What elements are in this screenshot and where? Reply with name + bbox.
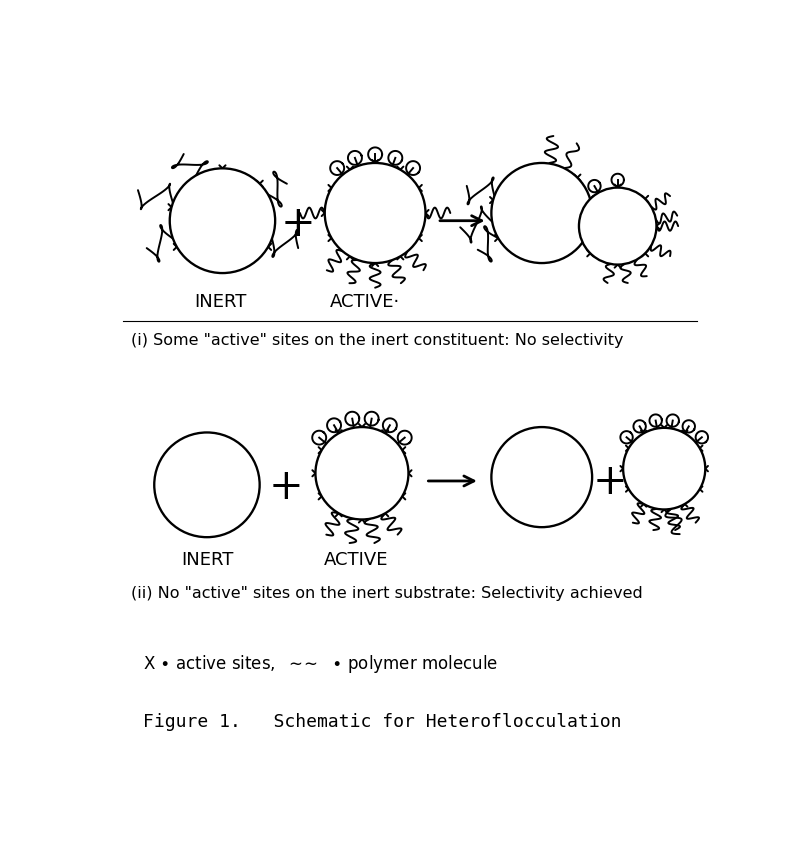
Circle shape	[154, 433, 260, 538]
Circle shape	[579, 188, 657, 265]
Circle shape	[491, 428, 592, 527]
Text: ACTIVE: ACTIVE	[323, 550, 388, 568]
Text: (ii) No "active" sites on the inert substrate: Selectivity achieved: (ii) No "active" sites on the inert subs…	[131, 585, 642, 600]
Text: +: +	[593, 460, 627, 503]
Text: Figure 1.   Schematic for Heteroflocculation: Figure 1. Schematic for Heteroflocculati…	[142, 712, 621, 730]
Text: ACTIVE·: ACTIVE·	[330, 293, 400, 311]
Text: +: +	[280, 203, 315, 245]
Text: +: +	[269, 466, 303, 508]
Circle shape	[170, 170, 275, 273]
Circle shape	[623, 429, 706, 509]
Text: INERT: INERT	[194, 293, 246, 311]
Circle shape	[315, 428, 409, 520]
Circle shape	[491, 164, 592, 264]
Circle shape	[325, 164, 426, 264]
Text: (i) Some "active" sites on the inert constituent: No selectivity: (i) Some "active" sites on the inert con…	[131, 333, 623, 348]
Text: X $\bullet$ active sites,  $\sim\!\!\sim$  $\bullet$ polymer molecule: X $\bullet$ active sites, $\sim\!\!\sim$…	[142, 652, 498, 674]
Text: INERT: INERT	[181, 550, 233, 568]
